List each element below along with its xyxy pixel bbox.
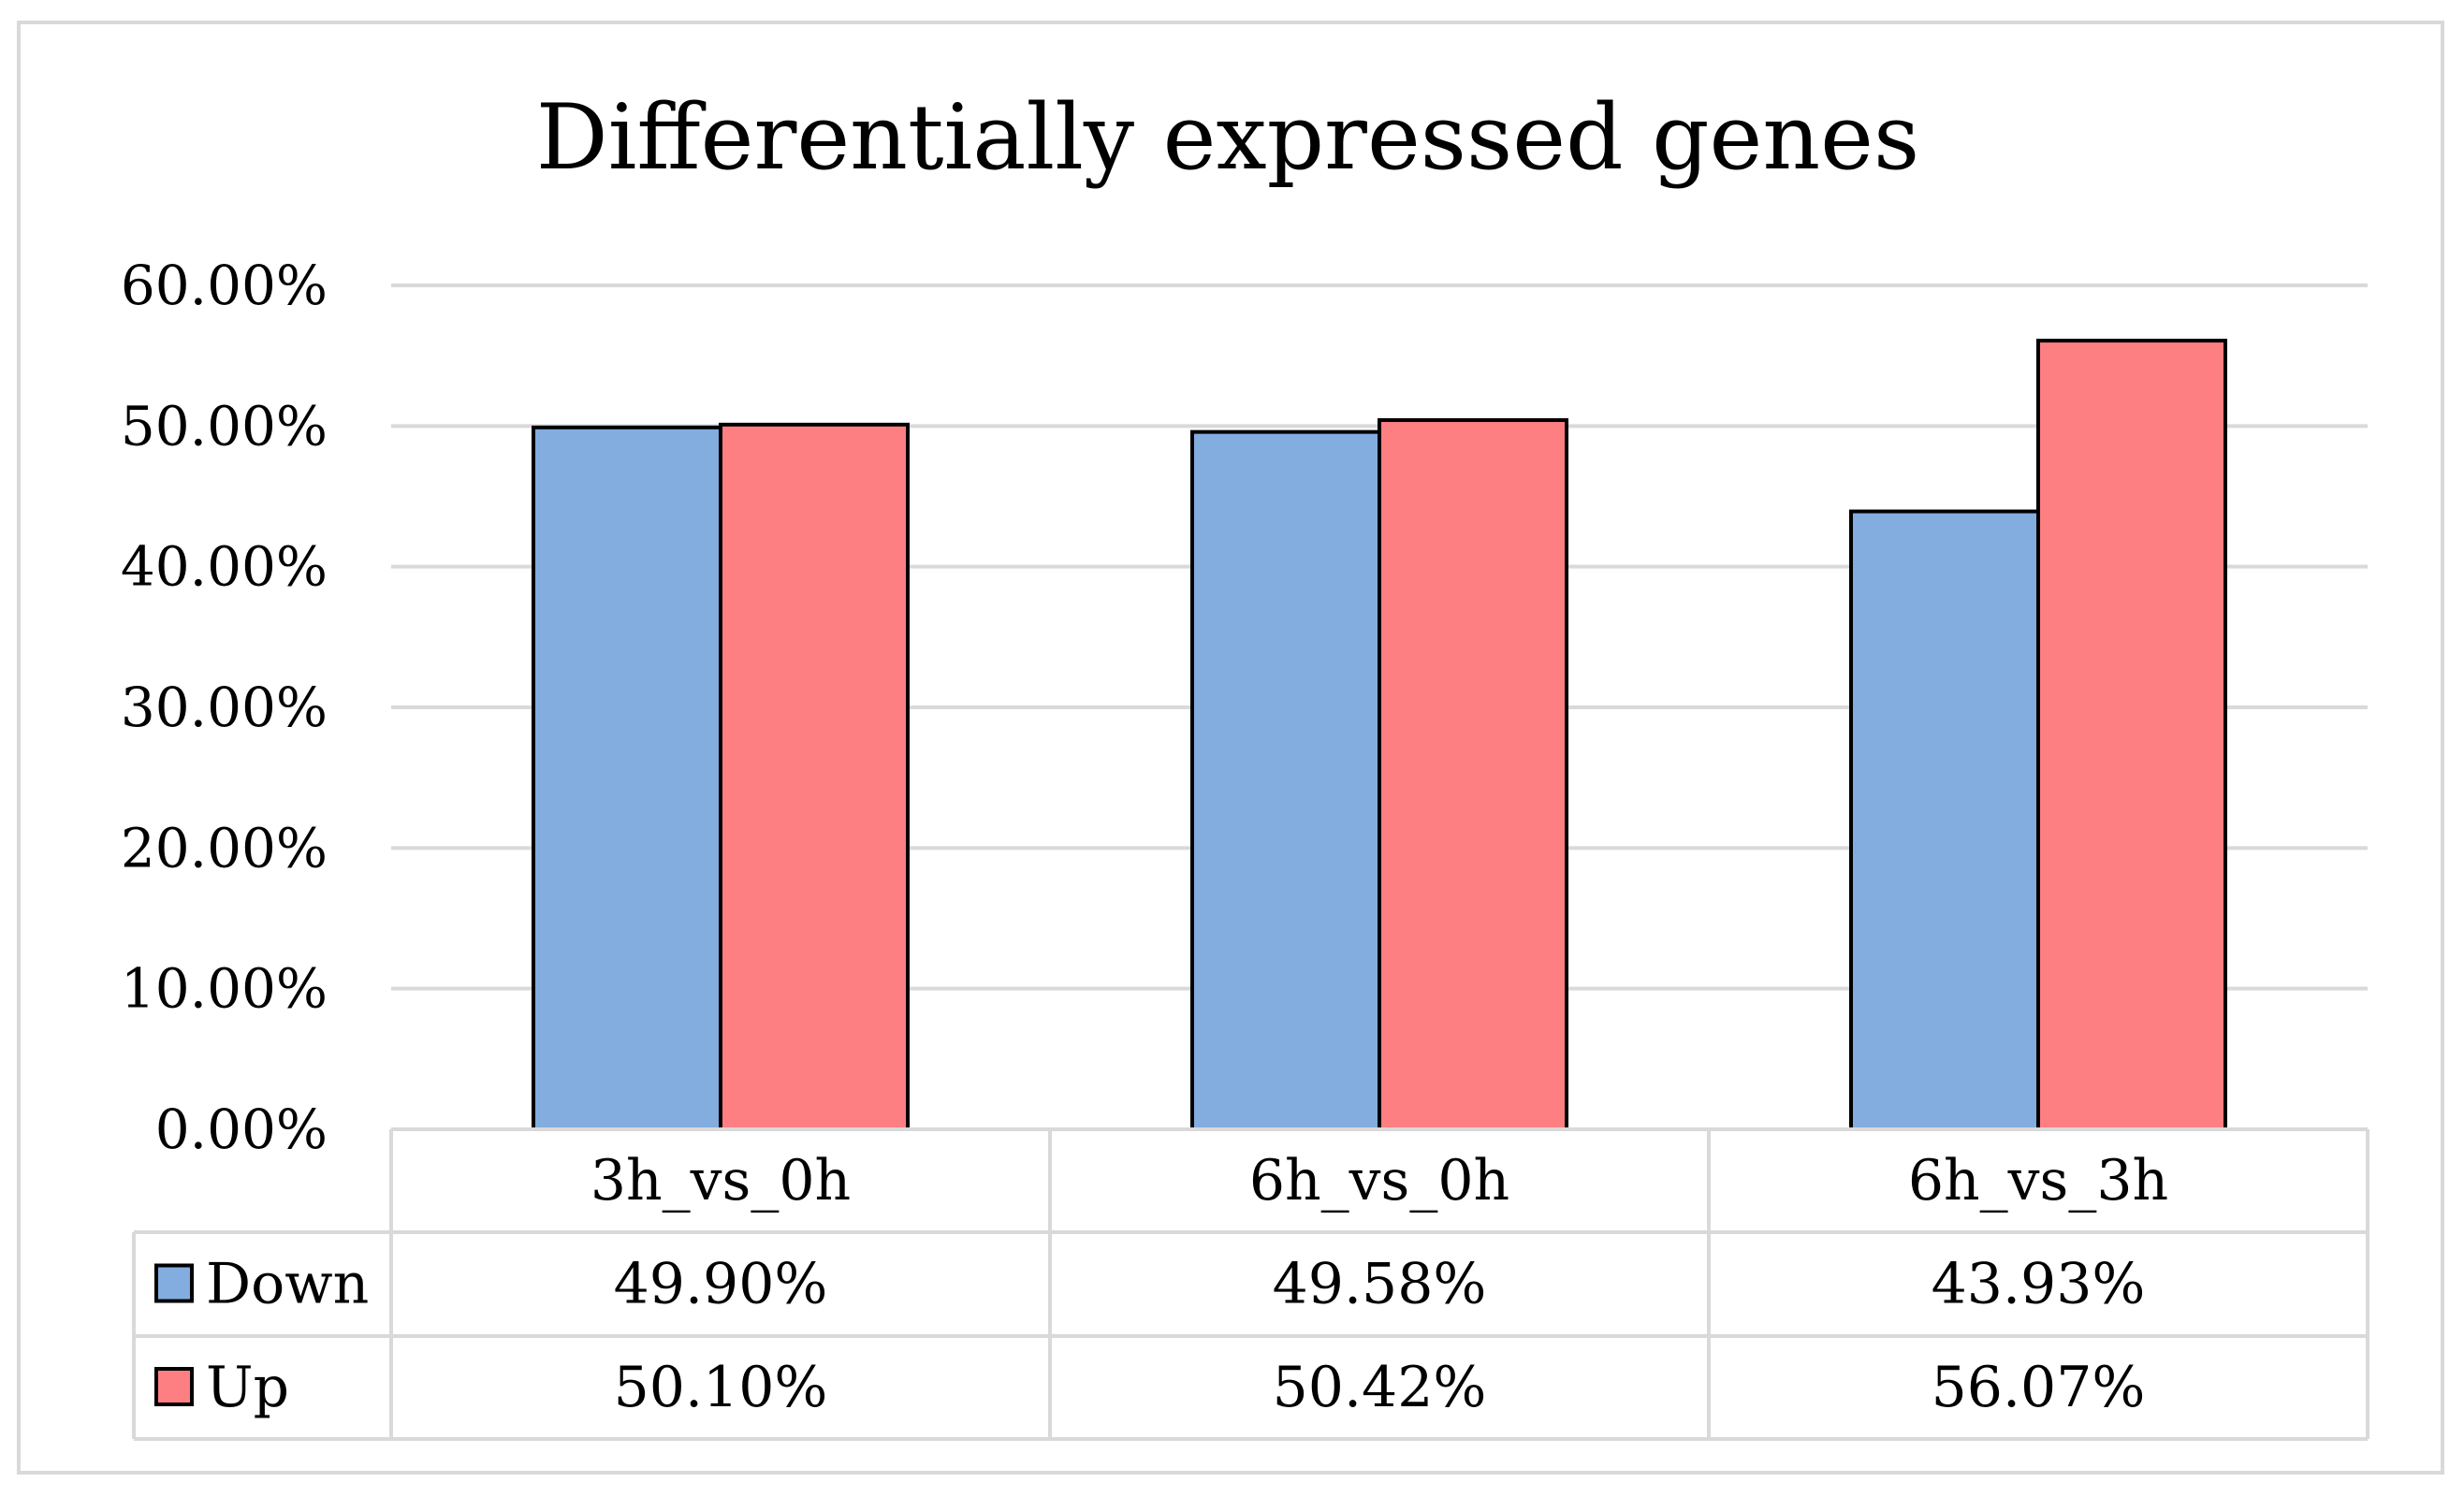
- data-label-down-6h_vs_3h: 43.93%: [1932, 1252, 2146, 1317]
- bar-down-3h_vs_0h: [532, 425, 722, 1131]
- x-tick-label-6h_vs_3h: 6h_vs_3h: [1908, 1148, 2168, 1214]
- legend-label-down: Down: [206, 1252, 369, 1317]
- y-tick-label-0: 0.00%: [155, 1097, 328, 1161]
- data-label-down-3h_vs_0h: 49.90%: [614, 1252, 828, 1317]
- x-tick-label-6h_vs_0h: 6h_vs_0h: [1249, 1148, 1509, 1214]
- y-axis-tick-labels: 0.00% 10.00% 20.00% 30.00% 40.00% 50.00% 60.00…: [121, 254, 328, 1161]
- legend-label-up: Up: [206, 1355, 289, 1420]
- data-label-up-3h_vs_0h: 50.10%: [614, 1355, 828, 1420]
- data-table: 3h_vs_0h 6h_vs_0h 6h_vs_3h Down 49.90% 49.58%…: [132, 1127, 2369, 1441]
- x-tick-label-3h_vs_0h: 3h_vs_0h: [590, 1148, 851, 1214]
- data-label-down-6h_vs_0h: 49.58%: [1273, 1252, 1487, 1317]
- y-tick-label-6: 60.00%: [121, 254, 328, 317]
- bar-down-6h_vs_0h: [1190, 429, 1381, 1131]
- bar-up-6h_vs_0h: [1378, 418, 1568, 1131]
- y-tick-label-5: 50.00%: [121, 394, 328, 458]
- legend-key-down: [154, 1263, 194, 1303]
- bar-up-3h_vs_0h: [719, 422, 910, 1131]
- data-label-up-6h_vs_3h: 56.07%: [1932, 1355, 2146, 1420]
- bar-up-6h_vs_3h: [2036, 339, 2227, 1131]
- bars: [532, 339, 2227, 1131]
- bar-down-6h_vs_3h: [1849, 509, 2040, 1131]
- y-tick-label-4: 40.00%: [121, 535, 328, 599]
- chart-title: Differentially expressed genes: [536, 85, 1919, 190]
- y-tick-label-3: 30.00%: [121, 676, 328, 739]
- y-tick-label-2: 20.00%: [121, 816, 328, 879]
- legend-key-up: [154, 1367, 194, 1406]
- data-label-up-6h_vs_0h: 50.42%: [1273, 1355, 1487, 1420]
- y-tick-label-1: 10.00%: [121, 957, 328, 1021]
